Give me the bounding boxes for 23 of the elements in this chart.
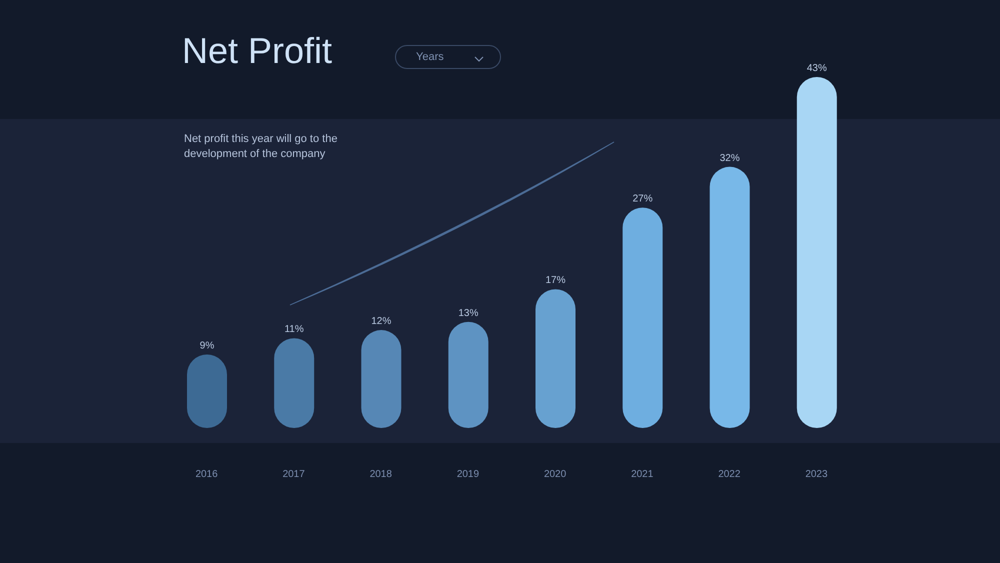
data-label: 43% [806, 63, 827, 74]
annotation: Net profit this year will go to the development of the company [184, 132, 338, 162]
dropdown-field: Years [395, 45, 501, 69]
x-tick-label: 2019 [456, 469, 480, 480]
data-label: 13% [458, 308, 478, 319]
bar [710, 166, 750, 428]
bar [796, 77, 837, 428]
bar [622, 208, 663, 428]
x-tick-label: 2022 [718, 469, 741, 480]
chart-title: Net Profit [182, 30, 332, 72]
data-label: 11% [284, 324, 304, 336]
x-tick-label: 2023 [805, 469, 828, 480]
data-label: 32% [720, 152, 740, 164]
x-tick-label: 2017 [282, 469, 306, 480]
data-label: 17% [545, 275, 566, 286]
data-label: 9% [200, 340, 214, 352]
data-label: 27% [632, 194, 653, 205]
x-tick-label: 2020 [544, 469, 567, 480]
x-tick-label: 2021 [631, 469, 654, 480]
bar [536, 289, 576, 428]
x-tick-label: 2018 [370, 469, 392, 480]
x-tick-label: 2016 [195, 469, 218, 480]
data-label: 12% [371, 316, 392, 328]
